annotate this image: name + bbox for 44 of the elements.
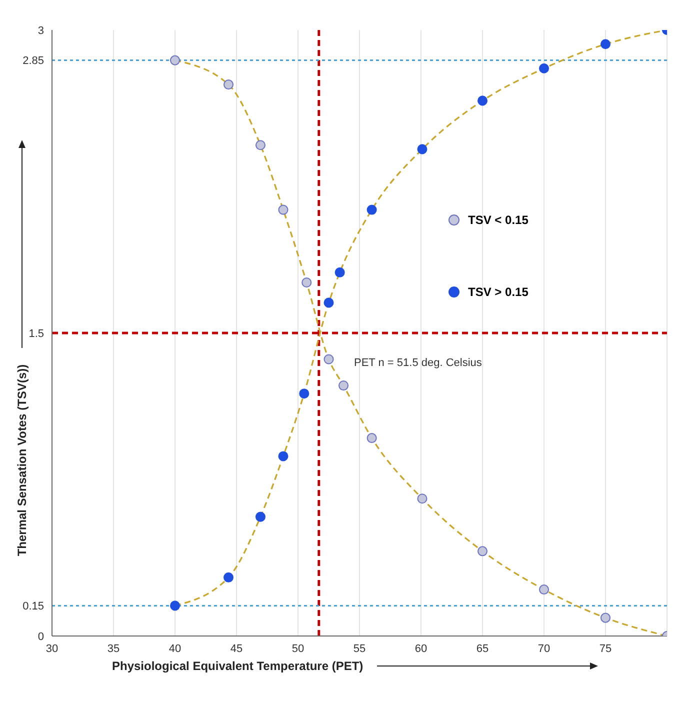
point: [223, 80, 234, 90]
x-tick-label: 60: [414, 642, 428, 655]
point: [600, 39, 611, 50]
y-tick-label: 1.5: [28, 328, 44, 340]
point: [366, 204, 377, 215]
point: [417, 144, 428, 154]
point: [324, 354, 334, 364]
y-axis-title: Thermal Sensation Votes (TSV(s)): [15, 364, 29, 556]
point: [538, 584, 550, 595]
point: [334, 267, 345, 278]
y-tick-label: 3: [38, 24, 44, 37]
x-tick-label: 45: [230, 642, 243, 655]
y-tick-label: 0.15: [22, 600, 44, 613]
point: [477, 96, 488, 106]
legend-label: TSV < 0.15: [468, 213, 528, 227]
point: [223, 572, 234, 582]
x-tick-label: 40: [168, 642, 182, 655]
x-tick-label: 55: [353, 642, 366, 655]
point: [366, 433, 377, 444]
annotation: PET n = 51.5 deg. Celsius: [354, 357, 482, 369]
y-tick-label: 2.85: [22, 55, 44, 68]
point: [338, 380, 349, 391]
point: [324, 298, 334, 308]
point: [538, 63, 550, 74]
x-tick-label: 30: [46, 642, 58, 655]
point: [302, 277, 312, 288]
x-tick-label: 75: [599, 642, 612, 655]
point: [255, 512, 266, 522]
x-tick-label: 70: [538, 642, 550, 655]
point: [170, 600, 180, 611]
y-tick-label: 0: [38, 630, 44, 643]
point: [299, 388, 310, 399]
point: [278, 451, 288, 462]
point: [600, 612, 611, 623]
x-axis-title: Physiological Equivalent Temperature (PET): [112, 659, 364, 673]
x-tick-label: 35: [107, 642, 120, 655]
x-tick-label: 50: [292, 642, 304, 655]
point: [278, 204, 288, 215]
point: [255, 140, 266, 150]
point: [417, 494, 428, 504]
x-tick-label: 65: [476, 642, 489, 655]
legend-label: TSV > 0.15: [468, 285, 528, 299]
point: [477, 546, 488, 556]
point: [170, 55, 180, 66]
